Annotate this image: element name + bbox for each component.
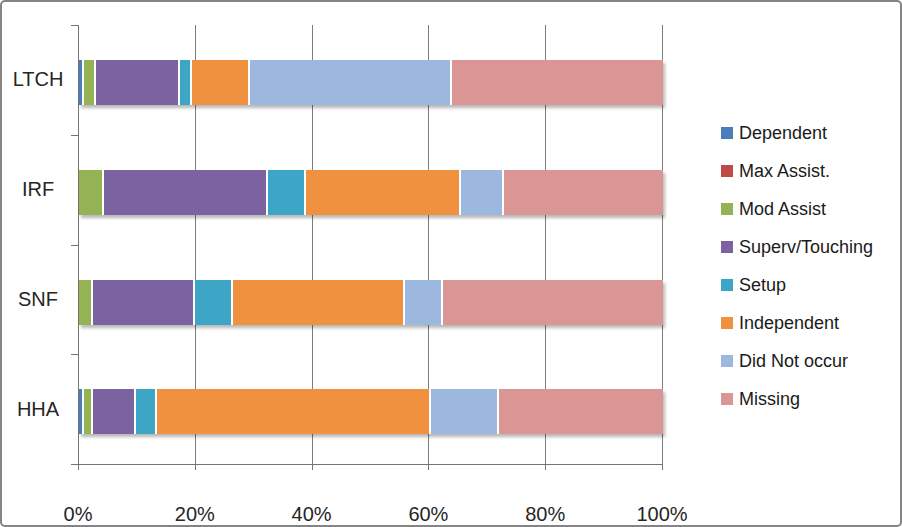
bar-segment-irf-setup	[266, 170, 304, 215]
x-axis-label-0: 0%	[38, 503, 118, 526]
x-axis-tick-80	[545, 464, 546, 470]
x-axis-label-80: 80%	[505, 503, 585, 526]
y-axis-tick-4	[71, 464, 78, 465]
legend-item-mod-assist: Mod Assist	[721, 190, 826, 228]
category-label-ltch: LTCH	[6, 25, 70, 135]
bar-segment-hha-did-not-occur	[429, 389, 496, 434]
bar-segment-hha-setup	[134, 389, 154, 434]
legend-swatch-mod-assist	[721, 203, 733, 215]
y-axis-tick-3	[71, 354, 78, 355]
bar-segment-hha-missing	[497, 389, 663, 434]
bar-segment-snf-did-not-occur	[403, 280, 441, 325]
bar-segment-hha-mod-assist	[82, 389, 91, 434]
bar-segment-irf-mod-assist	[79, 170, 102, 215]
legend-swatch-did-not-occur	[721, 355, 733, 367]
category-label-snf: SNF	[6, 245, 70, 355]
x-axis-tick-60	[428, 464, 429, 470]
legend-label-did-not-occur: Did Not occur	[739, 351, 848, 372]
legend-item-independent: Independent	[721, 304, 839, 342]
y-axis-tick-0	[71, 25, 78, 26]
legend-item-did-not-occur: Did Not occur	[721, 342, 848, 380]
category-label-irf: IRF	[6, 135, 70, 245]
x-axis-label-40: 40%	[272, 503, 352, 526]
bar-segment-irf-missing	[502, 170, 663, 215]
bar-segment-irf-did-not-occur	[459, 170, 503, 215]
bar-irf	[79, 170, 663, 215]
legend-swatch-max-assist	[721, 165, 733, 177]
chart-frame: Dependent Max Assist. Mod Assist Superv/Tou…	[0, 0, 902, 527]
legend-label-independent: Independent	[739, 313, 839, 334]
bar-snf	[79, 280, 663, 325]
bar-hha	[79, 389, 663, 434]
bar-segment-hha-independent	[155, 389, 429, 434]
legend-label-superv-touching: Superv/Touching	[739, 237, 873, 258]
bar-segment-irf-superv-touching	[102, 170, 266, 215]
x-axis-tick-40	[312, 464, 313, 470]
x-axis-label-60: 60%	[388, 503, 468, 526]
legend-label-setup: Setup	[739, 275, 786, 296]
x-axis-tick-0	[78, 464, 79, 470]
bar-segment-snf-mod-assist	[79, 280, 91, 325]
bar-segment-ltch-setup	[178, 60, 190, 105]
bar-segment-ltch-did-not-occur	[248, 60, 449, 105]
bar-segment-snf-missing	[441, 280, 663, 325]
bar-segment-snf-superv-touching	[91, 280, 193, 325]
legend-item-dependent: Dependent	[721, 114, 827, 152]
bar-segment-ltch-missing	[450, 60, 663, 105]
bar-segment-ltch-superv-touching	[94, 60, 179, 105]
x-axis-tick-20	[195, 464, 196, 470]
bar-segment-snf-setup	[193, 280, 231, 325]
y-axis-tick-2	[71, 245, 78, 246]
legend-swatch-setup	[721, 279, 733, 291]
x-axis-label-20: 20%	[155, 503, 235, 526]
legend-label-dependent: Dependent	[739, 123, 827, 144]
bar-segment-hha-superv-touching	[91, 389, 135, 434]
legend-swatch-independent	[721, 317, 733, 329]
legend-label-missing: Missing	[739, 389, 800, 410]
bar-segment-ltch-independent	[190, 60, 248, 105]
legend-item-setup: Setup	[721, 266, 786, 304]
bar-segment-snf-independent	[231, 280, 403, 325]
legend-label-max-assist: Max Assist.	[739, 161, 830, 182]
legend-item-missing: Missing	[721, 380, 800, 418]
plot-area	[78, 25, 663, 465]
bar-segment-ltch-mod-assist	[82, 60, 94, 105]
legend-label-mod-assist: Mod Assist	[739, 199, 826, 220]
legend-swatch-dependent	[721, 127, 733, 139]
legend-item-max-assist: Max Assist.	[721, 152, 830, 190]
category-label-hha: HHA	[6, 354, 70, 464]
bar-segment-irf-independent	[304, 170, 459, 215]
y-axis-tick-1	[71, 135, 78, 136]
legend-swatch-missing	[721, 393, 733, 405]
x-axis-tick-100	[662, 464, 663, 470]
x-axis-label-100: 100%	[622, 503, 702, 526]
legend-swatch-superv-touching	[721, 241, 733, 253]
legend-item-superv-touching: Superv/Touching	[721, 228, 873, 266]
bar-ltch	[79, 60, 663, 105]
